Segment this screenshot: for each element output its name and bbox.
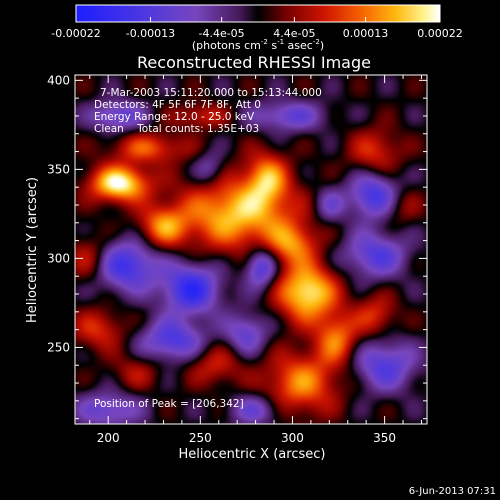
colorbar-tick-label: -0.00013 bbox=[126, 27, 175, 40]
colorbar-tick-label: 0.00013 bbox=[343, 27, 389, 40]
colorbar-ticks: -0.00022 -0.00013 -4.4e-05 4.4e-05 0.00013 0.… bbox=[51, 17, 463, 40]
heatmap-image bbox=[75, 75, 427, 424]
annotation-block: 7-Mar-2003 15:11:20.000 to 15:13:44.000 … bbox=[94, 87, 322, 410]
colorbar-gradient bbox=[76, 5, 440, 22]
x-axis-label: Heliocentric X (arcsec) bbox=[179, 447, 326, 462]
plot-frame bbox=[74, 74, 428, 425]
y-tick-label: 300 bbox=[47, 251, 70, 265]
annotation-clean-counts: Clean Total counts: 1.35E+03 bbox=[94, 123, 259, 135]
x-tick-label: 250 bbox=[189, 431, 212, 445]
annotation-energy-range: Energy Range: 12.0 - 25.0 keV bbox=[94, 111, 255, 123]
x-tick-label: 200 bbox=[97, 431, 120, 445]
colorbar-unit-label: (photons cm-2 s-1 asec-2) bbox=[192, 38, 324, 52]
colorbar: -0.00022 -0.00013 -4.4e-05 4.4e-05 0.00013 0.… bbox=[51, 4, 463, 52]
colorbar-frame bbox=[75, 4, 441, 23]
footer-timestamp: 6-Jun-2013 07:31 bbox=[409, 486, 496, 497]
y-tick-label: 400 bbox=[47, 73, 70, 87]
x-tick-label: 300 bbox=[281, 431, 304, 445]
colorbar-tick-label: -0.00022 bbox=[51, 27, 100, 40]
colorbar-tick-label: 4.4e-05 bbox=[273, 27, 315, 40]
y-tick-label: 250 bbox=[47, 340, 70, 354]
colorbar-tick-label: 0.00022 bbox=[417, 27, 463, 40]
axis-ticks: 200 250 300 350 250 300 350 400 bbox=[47, 73, 427, 445]
y-axis-label: Heliocentric Y (arcsec) bbox=[25, 177, 40, 323]
annotation-detectors: Detectors: 4F 5F 6F 7F 8F, Att 0 bbox=[94, 99, 261, 111]
annotation-peak-position: Position of Peak = [206,342] bbox=[94, 398, 244, 410]
y-tick-label: 350 bbox=[47, 162, 70, 176]
chart-title: Reconstructed RHESSI Image bbox=[137, 53, 371, 72]
annotation-time-range: 7-Mar-2003 15:11:20.000 to 15:13:44.000 bbox=[100, 87, 322, 99]
colorbar-tick-label: -4.4e-05 bbox=[198, 27, 244, 40]
x-tick-label: 350 bbox=[373, 431, 396, 445]
